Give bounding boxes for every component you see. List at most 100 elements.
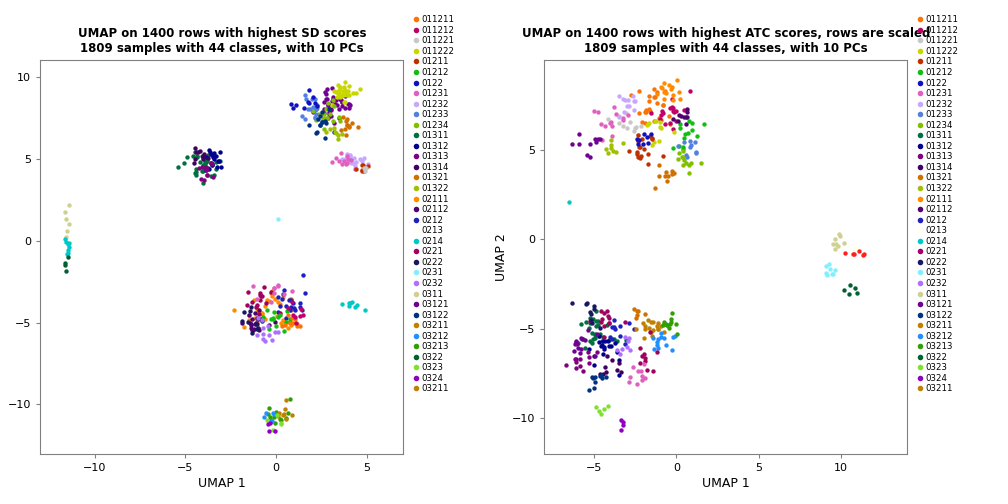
Point	[566, 355, 583, 363]
Point	[273, 420, 289, 428]
Point	[248, 301, 264, 309]
Point	[192, 164, 208, 172]
Point	[278, 396, 294, 404]
Point	[195, 152, 211, 160]
Point	[593, 371, 609, 379]
Point	[587, 372, 603, 381]
Point	[287, 305, 303, 313]
Point	[306, 113, 323, 121]
Point	[843, 244, 859, 252]
Point	[611, 359, 627, 367]
Point	[653, 123, 669, 132]
Point	[632, 358, 648, 366]
Point	[282, 294, 298, 302]
Point	[196, 179, 212, 187]
Point	[646, 93, 662, 101]
Point	[176, 159, 193, 167]
Point	[265, 409, 281, 417]
Point	[617, 333, 633, 341]
Point	[267, 318, 283, 326]
Point	[682, 158, 699, 166]
Point	[291, 311, 307, 320]
Point	[845, 250, 861, 258]
Point	[593, 318, 609, 326]
Point	[271, 415, 287, 423]
Point	[317, 113, 333, 121]
Point	[623, 91, 639, 99]
Point	[338, 125, 354, 133]
Point	[265, 410, 281, 418]
Point	[283, 306, 299, 314]
Point	[645, 85, 661, 93]
Point	[637, 119, 653, 128]
Point	[593, 307, 609, 315]
Point	[187, 171, 204, 179]
Point	[253, 291, 269, 299]
Point	[851, 245, 867, 254]
Point	[590, 317, 606, 325]
Point	[239, 301, 255, 309]
Point	[272, 309, 288, 317]
Point	[283, 100, 299, 108]
Point	[620, 111, 636, 119]
Point	[253, 309, 269, 318]
Point	[284, 104, 300, 112]
Point	[659, 322, 675, 330]
Point	[590, 322, 606, 330]
Point	[262, 419, 278, 427]
Point	[662, 321, 678, 329]
Point	[301, 86, 318, 94]
Point	[582, 308, 598, 317]
Point	[599, 321, 615, 329]
Point	[58, 226, 75, 234]
Point	[244, 297, 260, 305]
Point	[667, 107, 683, 115]
Point	[650, 344, 666, 352]
Point	[627, 123, 643, 131]
Point	[304, 92, 321, 100]
Point	[248, 320, 264, 328]
Point	[190, 152, 206, 160]
Point	[601, 314, 617, 323]
Point	[283, 296, 299, 304]
Point	[283, 321, 299, 329]
Point	[249, 309, 265, 318]
Point	[587, 352, 603, 360]
Point	[243, 303, 259, 311]
Point	[640, 139, 656, 147]
Point	[675, 147, 691, 155]
Point	[649, 348, 665, 356]
Point	[324, 84, 340, 92]
Point	[355, 161, 371, 169]
Point	[205, 161, 221, 169]
Point	[327, 124, 343, 133]
Point	[671, 150, 687, 158]
Point	[844, 244, 860, 252]
Point	[658, 320, 674, 328]
Point	[592, 338, 608, 346]
Point	[646, 183, 662, 192]
Point	[307, 109, 324, 117]
Point	[611, 92, 627, 100]
Point	[645, 326, 661, 334]
Point	[842, 281, 858, 289]
Point	[308, 104, 325, 112]
Point	[338, 160, 354, 168]
Point	[282, 318, 298, 326]
Point	[640, 317, 656, 325]
Point	[58, 233, 75, 241]
Point	[305, 107, 322, 115]
Point	[334, 102, 350, 110]
Point	[856, 250, 872, 258]
Point	[342, 151, 358, 159]
Point	[321, 109, 337, 117]
Point	[644, 334, 660, 342]
Point	[241, 310, 257, 319]
Point	[200, 151, 216, 159]
Point	[197, 150, 213, 158]
Point	[670, 143, 686, 151]
Point	[257, 299, 273, 307]
Point	[618, 109, 634, 117]
Point	[649, 99, 665, 107]
Point	[665, 96, 681, 104]
